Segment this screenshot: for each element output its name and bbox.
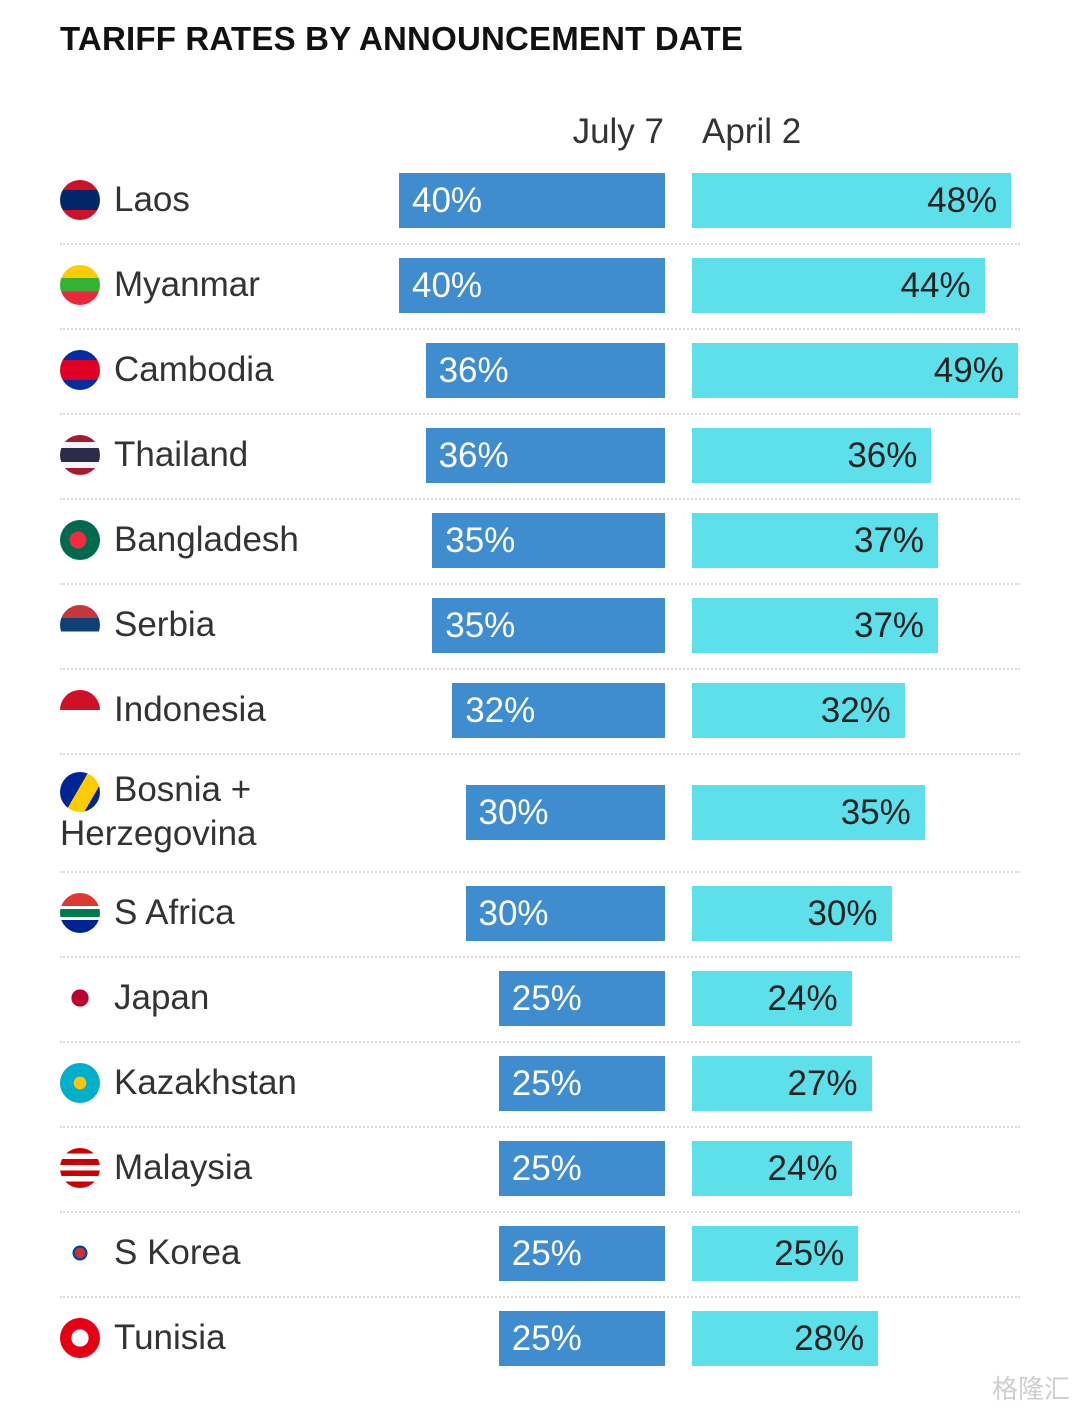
country-label: Japan	[114, 978, 210, 1017]
row-divider	[60, 956, 1020, 958]
south-africa-flag-icon	[60, 893, 100, 933]
indonesia-flag-icon	[60, 690, 100, 730]
bar-july: 25%	[498, 1225, 665, 1281]
cambodia-flag-icon	[60, 350, 100, 390]
bar-july: 35%	[432, 512, 665, 568]
country-label: S Africa	[114, 893, 235, 932]
row-divider	[60, 668, 1020, 670]
bar-april: 24%	[692, 970, 852, 1026]
bar-july: 25%	[498, 1055, 665, 1111]
bar-april: 30%	[692, 885, 892, 941]
laos-flag-icon	[60, 180, 100, 220]
bar-april: 28%	[692, 1310, 879, 1366]
bar-july: 30%	[465, 885, 665, 941]
bosnia-flag-icon	[60, 772, 100, 812]
country-label: Kazakhstan	[114, 1063, 297, 1102]
country-label: Serbia	[114, 605, 216, 644]
tunisia-flag-icon	[60, 1318, 100, 1358]
country-label: Laos	[114, 180, 190, 219]
bar-july: 25%	[498, 970, 665, 1026]
bar-april: 49%	[692, 342, 1018, 398]
bar-july: 30%	[465, 784, 665, 840]
bar-april: 44%	[692, 257, 985, 313]
series-header-july: July 7	[572, 112, 664, 151]
country-label: Bangladesh	[114, 520, 299, 559]
country-label: Malaysia	[114, 1148, 253, 1187]
row-divider	[60, 1296, 1020, 1298]
country-label: Tunisia	[114, 1318, 226, 1357]
bar-april: 27%	[692, 1055, 872, 1111]
country-label: Bosnia + Herzegovina	[60, 770, 257, 853]
bar-april: 32%	[692, 682, 905, 738]
south-korea-flag-icon	[60, 1233, 100, 1273]
bar-april: 35%	[692, 784, 925, 840]
row-divider	[60, 1126, 1020, 1128]
bar-april: 24%	[692, 1140, 852, 1196]
series-header-april: April 2	[702, 112, 802, 151]
row-divider	[60, 413, 1020, 415]
bar-july: 35%	[432, 597, 665, 653]
row-divider	[60, 328, 1020, 330]
country-label: Indonesia	[114, 690, 266, 729]
row-divider	[60, 243, 1020, 245]
bar-july: 36%	[425, 427, 665, 483]
country-label: Myanmar	[114, 265, 260, 304]
thailand-flag-icon	[60, 435, 100, 475]
bangladesh-flag-icon	[60, 520, 100, 560]
country-label: Cambodia	[114, 350, 274, 389]
bar-april: 36%	[692, 427, 932, 483]
row-divider	[60, 753, 1020, 755]
malaysia-flag-icon	[60, 1148, 100, 1188]
bar-april: 37%	[692, 512, 939, 568]
bar-july: 32%	[452, 682, 665, 738]
watermark: 格隆汇	[991, 1374, 1070, 1404]
chart-title: TARIFF RATES BY ANNOUNCEMENT DATE	[60, 20, 744, 57]
bar-april: 25%	[692, 1225, 859, 1281]
row-divider	[60, 1041, 1020, 1043]
bar-april: 48%	[692, 172, 1012, 228]
row-divider	[60, 583, 1020, 585]
country-label: S Korea	[114, 1233, 241, 1272]
japan-flag-icon	[60, 978, 100, 1018]
kazakhstan-flag-icon	[60, 1063, 100, 1103]
myanmar-flag-icon	[60, 265, 100, 305]
bar-july: 40%	[399, 172, 665, 228]
bar-july: 40%	[399, 257, 665, 313]
bar-july: 36%	[425, 342, 665, 398]
row-divider	[60, 498, 1020, 500]
country-label: Thailand	[114, 435, 249, 474]
bar-july: 25%	[498, 1140, 665, 1196]
serbia-flag-icon	[60, 605, 100, 645]
bar-april: 37%	[692, 597, 939, 653]
bar-july: 25%	[498, 1310, 665, 1366]
row-divider	[60, 1211, 1020, 1213]
row-divider	[60, 871, 1020, 873]
